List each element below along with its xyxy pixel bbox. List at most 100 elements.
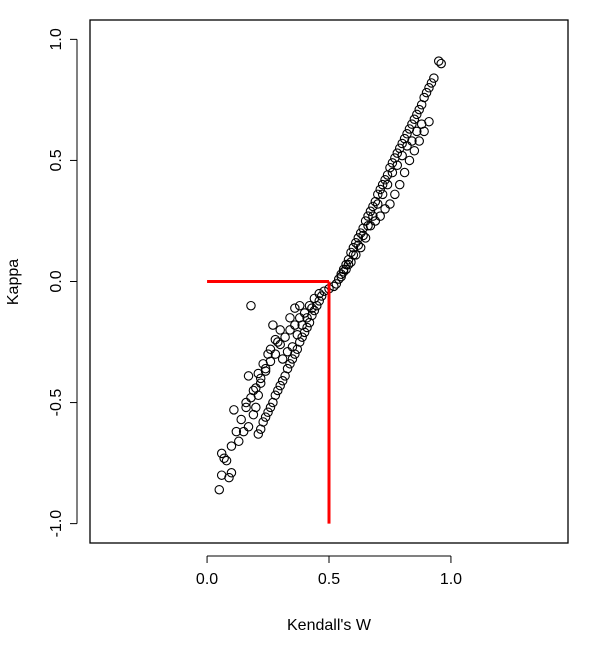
data-point <box>309 293 320 304</box>
data-point <box>419 126 429 137</box>
data-point <box>238 426 249 437</box>
data-point <box>294 300 305 311</box>
data-point <box>241 397 251 408</box>
data-point <box>351 238 361 248</box>
data-point <box>370 216 381 226</box>
data-point <box>248 409 259 420</box>
data-point <box>436 58 446 69</box>
data-point <box>380 204 390 214</box>
data-point <box>219 453 229 463</box>
data-point <box>358 230 368 241</box>
data-point <box>336 269 346 279</box>
x-tick-label: 1.0 <box>440 571 462 588</box>
data-point <box>260 412 271 422</box>
data-point <box>336 271 346 282</box>
data-point <box>221 455 232 466</box>
data-point <box>407 119 417 129</box>
y-tick-label: 1.0 <box>48 28 65 50</box>
data-point <box>309 305 320 316</box>
data-point <box>270 334 281 345</box>
data-point <box>277 376 288 386</box>
data-point <box>282 346 293 357</box>
data-point <box>263 349 273 359</box>
data-point <box>399 167 410 178</box>
data-point <box>353 240 364 250</box>
data-point <box>404 155 415 166</box>
data-point <box>248 385 259 396</box>
data-point <box>343 259 354 270</box>
data-point <box>409 114 420 125</box>
data-point <box>216 448 227 459</box>
data-point <box>297 320 307 330</box>
data-point <box>255 373 266 384</box>
data-point <box>307 303 317 313</box>
data-point <box>397 150 407 161</box>
data-point <box>285 325 295 335</box>
data-point <box>243 371 254 381</box>
data-point <box>285 313 295 323</box>
x-tick-label: 0.5 <box>318 571 340 588</box>
data-point <box>255 424 266 434</box>
data-point <box>297 332 307 342</box>
data-point <box>253 429 264 439</box>
data-point <box>338 267 349 277</box>
data-point <box>229 405 239 415</box>
data-point <box>290 320 300 330</box>
data-point <box>287 354 298 364</box>
data-point <box>412 126 422 137</box>
data-point <box>329 281 339 292</box>
data-point <box>382 170 393 180</box>
data-point <box>402 129 412 139</box>
data-point <box>341 264 351 275</box>
data-point <box>412 109 422 120</box>
data-point <box>365 206 376 217</box>
data-point <box>421 87 432 98</box>
data-point <box>302 313 312 323</box>
data-point <box>353 233 364 243</box>
data-point <box>429 73 439 83</box>
data-point <box>299 308 310 318</box>
data-point <box>253 368 264 379</box>
data-point <box>292 330 303 340</box>
data-point <box>346 257 356 267</box>
data-point <box>241 402 251 413</box>
data-point <box>314 296 324 306</box>
data-point <box>268 397 278 408</box>
data-point <box>265 402 276 413</box>
data-point <box>387 158 398 168</box>
data-point <box>226 468 237 478</box>
data-point <box>231 426 242 437</box>
data-point <box>426 78 437 88</box>
x-axis: 0.0 0.5 1.0 <box>196 555 462 588</box>
data-point <box>368 201 378 212</box>
y-tick-label: -1.0 <box>48 510 65 538</box>
data-point <box>365 221 376 231</box>
data-point <box>280 371 290 381</box>
data-point <box>273 385 283 396</box>
data-point <box>355 242 366 253</box>
data-point <box>331 279 342 289</box>
data-point <box>265 344 276 355</box>
data-point <box>285 359 295 369</box>
data-point <box>280 332 290 342</box>
data-point <box>363 211 373 221</box>
data-point <box>343 254 354 265</box>
data-point <box>416 100 427 110</box>
y-axis-label: Kappa <box>5 259 22 305</box>
data-point <box>214 484 225 495</box>
data-point <box>319 286 329 296</box>
data-point <box>375 211 385 221</box>
data-point <box>273 337 283 347</box>
y-tick-label: 0.0 <box>48 270 65 292</box>
data-point <box>402 141 412 151</box>
data-point <box>304 300 315 311</box>
x-tick-label: 0.0 <box>196 571 218 588</box>
data-point <box>424 83 434 93</box>
data-point <box>409 146 420 156</box>
data-point <box>224 472 234 483</box>
data-point <box>351 250 361 260</box>
data-point <box>360 233 371 243</box>
data-point <box>433 56 444 66</box>
data-point <box>260 363 271 374</box>
data-point <box>380 175 390 185</box>
